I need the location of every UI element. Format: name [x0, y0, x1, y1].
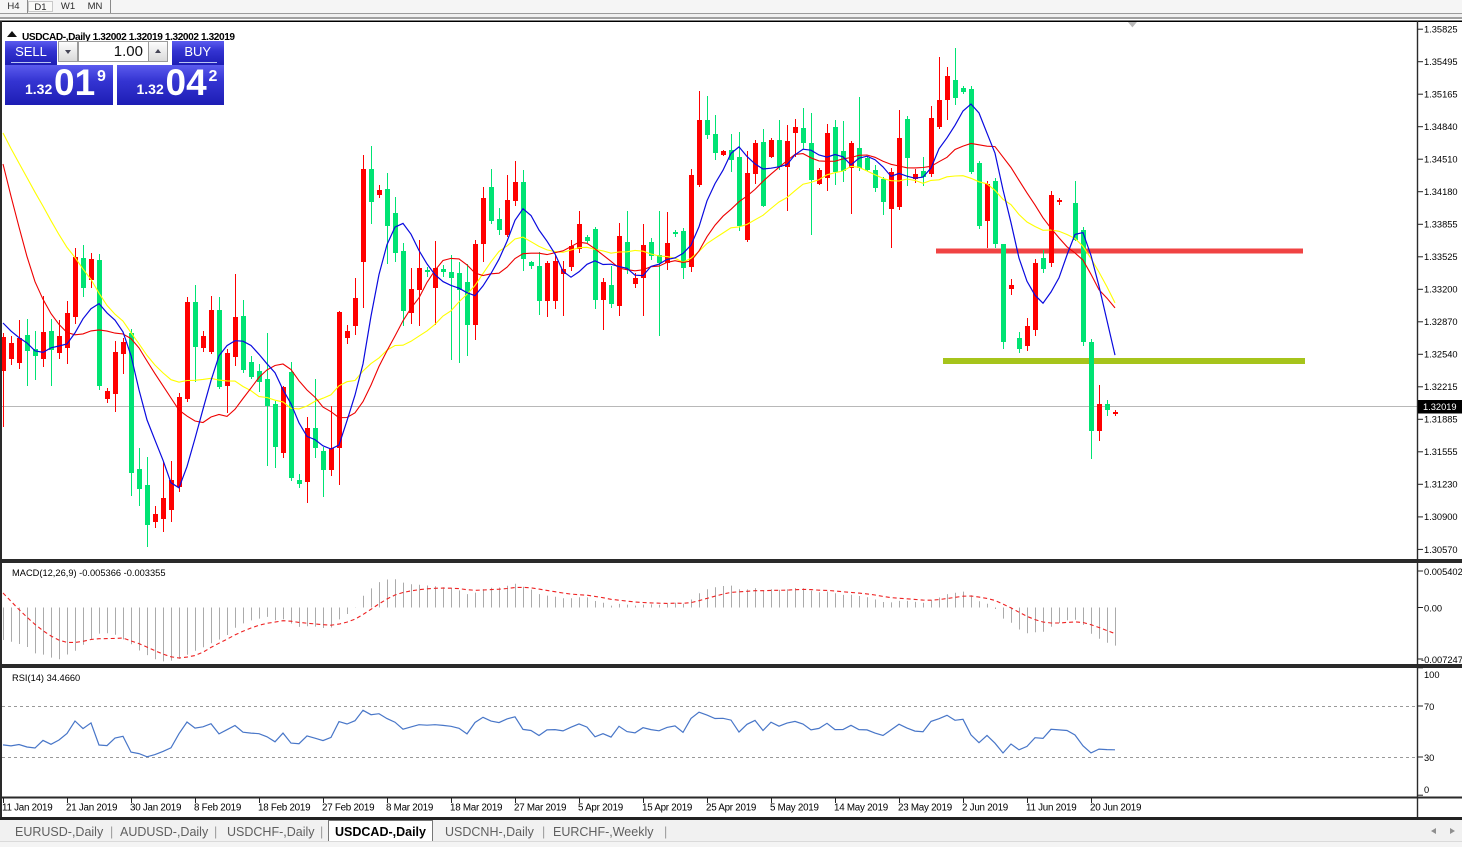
svg-text:1.33525: 1.33525: [1424, 252, 1458, 262]
svg-text:11 Jan 2019: 11 Jan 2019: [2, 803, 52, 814]
svg-text:0: 0: [1424, 785, 1429, 795]
svg-text:0.005402: 0.005402: [1424, 567, 1462, 577]
svg-text:-0.007247: -0.007247: [1421, 655, 1462, 665]
svg-text:8 Feb 2019: 8 Feb 2019: [194, 803, 241, 814]
svg-text:1.30570: 1.30570: [1424, 545, 1458, 555]
svg-text:8 Mar 2019: 8 Mar 2019: [386, 803, 433, 814]
svg-text:1.30900: 1.30900: [1424, 512, 1458, 522]
svg-text:21 Jan 2019: 21 Jan 2019: [66, 803, 117, 814]
svg-text:27 Feb 2019: 27 Feb 2019: [322, 803, 374, 814]
svg-text:1.34510: 1.34510: [1424, 155, 1458, 165]
svg-text:15 Apr 2019: 15 Apr 2019: [642, 803, 692, 814]
svg-text:1.31885: 1.31885: [1424, 415, 1458, 425]
svg-text:27 Mar 2019: 27 Mar 2019: [514, 803, 566, 814]
svg-text:5 May 2019: 5 May 2019: [770, 803, 819, 814]
svg-text:0.00: 0.00: [1424, 603, 1442, 613]
svg-text:30 Jan 2019: 30 Jan 2019: [130, 803, 181, 814]
svg-text:23 May 2019: 23 May 2019: [898, 803, 952, 814]
svg-text:5 Apr 2019: 5 Apr 2019: [578, 803, 623, 814]
svg-text:70: 70: [1424, 702, 1434, 712]
svg-text:18 Mar 2019: 18 Mar 2019: [450, 803, 502, 814]
svg-text:USDCAD-,Daily 1.32002 1.32019: USDCAD-,Daily 1.32002 1.32019 1.32002 1.…: [22, 32, 235, 43]
svg-text:30: 30: [1424, 753, 1434, 763]
svg-text:RSI(14) 34.4660: RSI(14) 34.4660: [12, 673, 80, 683]
svg-text:100: 100: [1424, 670, 1440, 680]
svg-text:1.31555: 1.31555: [1424, 447, 1458, 457]
svg-text:1.34840: 1.34840: [1424, 122, 1458, 132]
svg-text:1.32870: 1.32870: [1424, 317, 1458, 327]
svg-text:14 May 2019: 14 May 2019: [834, 803, 888, 814]
svg-text:1.32215: 1.32215: [1424, 382, 1458, 392]
svg-text:MACD(12,26,9) -0.005366 -0.003: MACD(12,26,9) -0.005366 -0.003355: [12, 568, 166, 578]
svg-text:2 Jun 2019: 2 Jun 2019: [962, 803, 1008, 814]
svg-text:1.35495: 1.35495: [1424, 57, 1458, 67]
svg-text:1.31230: 1.31230: [1424, 480, 1458, 490]
svg-text:1.32540: 1.32540: [1424, 350, 1458, 360]
svg-text:11 Jun 2019: 11 Jun 2019: [1026, 803, 1076, 814]
svg-text:1.33200: 1.33200: [1424, 285, 1458, 295]
svg-text:1.34180: 1.34180: [1424, 187, 1458, 197]
svg-text:1.35165: 1.35165: [1424, 90, 1458, 100]
svg-text:18 Feb 2019: 18 Feb 2019: [258, 803, 310, 814]
svg-text:1.33855: 1.33855: [1424, 220, 1458, 230]
svg-text:1.32019: 1.32019: [1423, 402, 1457, 412]
svg-text:20 Jun 2019: 20 Jun 2019: [1090, 803, 1141, 814]
svg-text:1.35825: 1.35825: [1424, 25, 1458, 35]
svg-text:25 Apr 2019: 25 Apr 2019: [706, 803, 756, 814]
